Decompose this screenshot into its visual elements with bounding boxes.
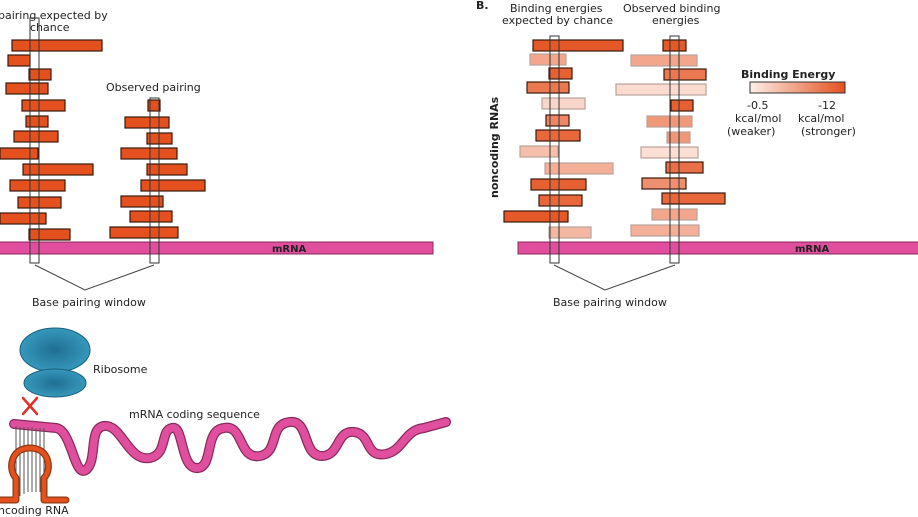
pairing-bar-expected [28,68,52,81]
pairing-bar-expected [13,130,59,143]
panel-b-window-label: Base pairing window [553,296,667,309]
energy-bar-observed [661,192,726,205]
energy-bar-observed [630,54,698,67]
panel-b-window-expected [549,35,560,264]
pairing-bar-expected [28,228,71,241]
legend-high-desc: (stronger) [801,125,856,138]
pairing-bar-expected [11,39,103,52]
pairing-bar-observed [129,210,173,223]
pairing-bar-expected [21,99,66,112]
energy-bar-expected [544,162,614,175]
panel-a-observed-bars [109,99,206,239]
base-pair-lines [15,426,45,496]
pairing-bar-expected [5,82,49,95]
energy-bar-observed [663,68,707,81]
panel-a-observed-label: Observed pairing [106,81,201,94]
energy-bar-expected [535,129,581,142]
pairing-bar-expected [7,54,31,67]
legend-high-value: -12 [818,99,836,112]
panel-b-mrna-label: mRNA [795,244,829,255]
noncoding-rna-label: ncoding RNA [0,504,69,517]
noncoding-rna-hairpin-fill [0,445,69,503]
mrna-coding-strand-fill [10,418,450,475]
pairing-bar-observed [109,226,179,239]
pairing-bar-observed [120,147,178,160]
energy-bar-expected [541,97,586,110]
energy-bar-expected [503,210,569,223]
panel-b-expected-bars [503,39,624,239]
noncoding-rna-hairpin [0,444,70,504]
energy-bar-observed [641,177,687,190]
panel-a-mrna-label: mRNA [272,244,306,255]
energy-bar-expected [545,114,570,127]
legend-title: Binding Energy [741,68,835,81]
energy-bar-observed [630,224,700,237]
ribosome-label: Ribosome [93,363,148,376]
panel-b-expected-line2: expected by chance [502,14,613,27]
panel-a-mrna-strand [0,241,434,255]
panel-a-window-bracket [34,264,155,291]
pairing-bar-expected [0,147,39,160]
energy-bar-observed [662,39,687,52]
pairing-bar-expected [22,163,94,176]
energy-bar-observed [615,83,707,96]
energy-bar-expected [548,226,592,239]
legend-low-desc: (weaker) [727,125,775,138]
panel-b-window-observed [669,35,680,264]
panel-a-window-observed [149,97,160,264]
mrna-coding-sequence-label: mRNA coding sequence [129,408,260,421]
binding-energy-legend: Binding Energy -0.5 kcal/mol (weaker) -1… [727,68,856,138]
energy-bar-expected [529,53,567,66]
energy-bar-observed [651,208,698,221]
panel-a-title-line2: chance [30,21,70,34]
panel-a-title-line1: pairing expected by [0,9,108,22]
ribosome-small-subunit [23,368,87,398]
panel-b-window-bracket [553,264,676,291]
legend-gradient-bar [749,81,846,94]
panel-a: pairing expected by chance Observed pair… [0,9,434,309]
pairing-bar-expected [25,115,49,128]
energy-bar-expected [538,194,583,207]
energy-bar-expected [526,81,570,94]
panel-a-window-expected [29,17,40,264]
panel-a-window-label: Base pairing window [32,296,146,309]
pairing-bar-observed [146,163,188,176]
panel-b-expected-line1: Binding energies [510,2,603,15]
energy-bar-observed [665,161,704,174]
legend-low-value: -0.5 [747,99,768,112]
panel-b-y-axis-label: noncoding RNAs [488,96,501,198]
pairing-bar-observed [120,195,164,208]
panel-b-observed-line2: energies [652,14,700,27]
pairing-bar-expected [0,212,47,225]
legend-high-unit: kcal/mol [798,112,844,125]
energy-bar-observed [670,99,694,112]
legend-low-unit: kcal/mol [735,112,781,125]
panel-b: B. Binding energies expected by chance O… [476,0,918,309]
energy-bar-expected [548,67,573,80]
pairing-bar-observed [140,179,206,192]
panel-a-expected-bars [0,39,103,241]
energy-bar-expected [532,39,624,52]
ribosome-large-subunit [19,327,91,373]
pairing-bar-observed [124,116,170,129]
pairing-bar-observed [147,99,161,112]
panel-b-letter: B. [476,0,489,12]
pairing-bar-expected [9,179,66,192]
panel-c: Ribosome mRNA coding sequence ncoding RN… [0,327,451,517]
translation-blocked-x-icon [21,396,39,416]
energy-bar-expected [519,145,559,158]
panel-b-mrna-strand [517,241,918,255]
panel-b-observed-line1: Observed binding [623,2,720,15]
